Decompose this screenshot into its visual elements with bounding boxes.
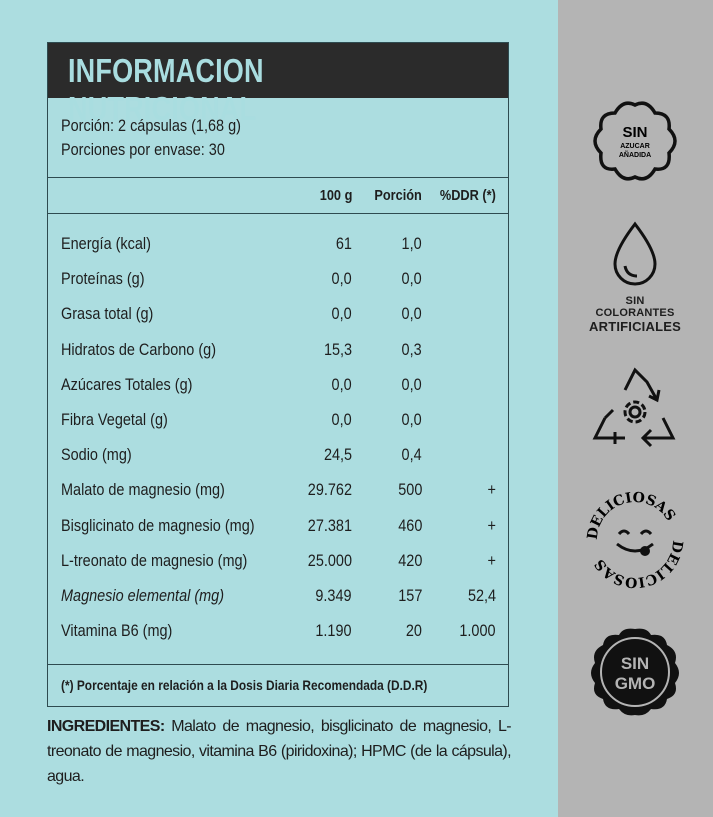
table-row: Bisglicinato de magnesio (mg) 27.381 460… bbox=[48, 510, 508, 545]
table-row: Grasa total (g) 0,0 0,0 bbox=[48, 298, 508, 333]
sin-azucar-badge: SIN AZUCAR AÑADIDA bbox=[585, 95, 685, 192]
row-name: Hidratos de Carbono (g) bbox=[61, 339, 217, 359]
row-name: Sodio (mg) bbox=[61, 445, 132, 465]
sin-colorantes-badge: SIN COLORANTES ARTIFICIALES bbox=[585, 220, 685, 334]
svg-text:DELICIOSAS: DELICIOSAS bbox=[585, 490, 678, 541]
row-100g: 61 bbox=[335, 234, 352, 253]
row-name: Magnesio elemental (mg) bbox=[61, 586, 225, 605]
table-rows: Energía (kcal) 61 1,0 Proteínas (g) 0,0 … bbox=[48, 214, 508, 667]
row-name: Vitamina B6 (mg) bbox=[61, 621, 173, 641]
row-portion: 460 bbox=[397, 515, 422, 535]
cloud-badge-icon: SIN AZUCAR AÑADIDA bbox=[593, 101, 677, 181]
row-100g: 25.000 bbox=[307, 550, 352, 570]
drop-icon bbox=[613, 221, 657, 286]
row-100g: 0,0 bbox=[331, 410, 352, 429]
col-portion: Porción bbox=[374, 187, 422, 204]
svg-text:DELICIOSAS: DELICIOSAS bbox=[592, 539, 685, 590]
table-row: Hidratos de Carbono (g) 15,3 0,3 bbox=[48, 334, 508, 369]
badge-sin: SIN bbox=[622, 124, 647, 141]
recycle-flower-icon bbox=[592, 367, 676, 448]
table-row: Energía (kcal) 61 1,0 bbox=[48, 228, 508, 263]
table-row: L-treonato de magnesio (mg) 25.000 420 + bbox=[48, 545, 508, 580]
row-name: L-treonato de magnesio (mg) bbox=[61, 550, 248, 570]
table-row: Proteínas (g) 0,0 0,0 bbox=[48, 263, 508, 298]
smiley-tongue-icon: DELICIOSAS DELICIOSAS bbox=[585, 490, 686, 591]
row-name: Proteínas (g) bbox=[61, 269, 145, 289]
seal-badge-icon: SIN GMO bbox=[591, 628, 679, 716]
table-row: Vitamina B6 (mg) 1.190 20 1.000 bbox=[48, 615, 508, 650]
row-portion: 0,4 bbox=[401, 445, 422, 465]
recycle-badge bbox=[585, 360, 685, 455]
row-100g: 27.381 bbox=[307, 515, 352, 535]
row-portion: 0,0 bbox=[401, 269, 422, 289]
row-portion: 0,0 bbox=[401, 374, 422, 394]
ingredients: INGREDIENTES: Malato de magnesio, bisgli… bbox=[47, 714, 512, 789]
col-ddr: %DDR (*) bbox=[440, 187, 496, 204]
row-name: Azúcares Totales (g) bbox=[61, 374, 193, 394]
row-100g: 0,0 bbox=[331, 374, 352, 394]
row-ddr: + bbox=[487, 550, 496, 570]
col-100g: 100 g bbox=[319, 187, 352, 204]
svg-text:AZUCAR: AZUCAR bbox=[620, 143, 650, 150]
row-100g: 15,3 bbox=[323, 339, 352, 359]
row-name: Fibra Vegetal (g) bbox=[61, 410, 168, 429]
serving-size: Porción: 2 cápsulas (1,68 g) bbox=[61, 116, 241, 135]
row-portion: 1,0 bbox=[401, 234, 422, 253]
row-ddr: 52,4 bbox=[467, 586, 496, 605]
row-ddr: + bbox=[487, 515, 496, 535]
table-row: Magnesio elemental (mg) 9.349 157 52,4 bbox=[48, 580, 508, 615]
column-headers: 100 g Porción %DDR (*) bbox=[48, 178, 508, 214]
row-100g: 0,0 bbox=[331, 269, 352, 289]
nutrition-table: INFORMACION NUTRICIONAL Porción: 2 cápsu… bbox=[47, 42, 509, 707]
deliciosas-badge: DELICIOSAS DELICIOSAS bbox=[585, 490, 686, 595]
svg-text:GMO: GMO bbox=[615, 674, 656, 693]
row-100g: 29.762 bbox=[307, 480, 352, 500]
row-portion: 0,0 bbox=[401, 410, 422, 429]
ingredients-text: Malato de magnesio, bisglicinato de magn… bbox=[47, 718, 512, 785]
row-ddr: 1.000 bbox=[459, 621, 496, 641]
svg-text:SIN: SIN bbox=[621, 654, 649, 673]
table-title: INFORMACION NUTRICIONAL bbox=[48, 43, 508, 127]
row-name: Grasa total (g) bbox=[61, 304, 154, 324]
row-portion: 157 bbox=[397, 586, 422, 605]
row-name: Energía (kcal) bbox=[61, 234, 151, 253]
row-100g: 1.190 bbox=[315, 621, 352, 641]
table-row: Sodio (mg) 24,5 0,4 bbox=[48, 439, 508, 474]
row-100g: 24,5 bbox=[323, 445, 352, 465]
row-ddr: + bbox=[487, 480, 496, 500]
row-name: Malato de magnesio (mg) bbox=[61, 480, 225, 500]
svg-text:AÑADIDA: AÑADIDA bbox=[619, 150, 651, 159]
row-portion: 420 bbox=[397, 550, 422, 570]
row-portion: 0,3 bbox=[401, 339, 422, 359]
row-portion: 0,0 bbox=[401, 304, 422, 324]
servings-per-container: Porciones por envase: 30 bbox=[61, 140, 225, 159]
row-100g: 9.349 bbox=[315, 586, 352, 605]
table-row: Fibra Vegetal (g) 0,0 0,0 bbox=[48, 404, 508, 439]
footnote: (*) Porcentaje en relación a la Dosis Di… bbox=[48, 664, 508, 706]
row-100g: 0,0 bbox=[331, 304, 352, 324]
sin-gmo-badge: SIN GMO bbox=[585, 625, 685, 724]
row-portion: 20 bbox=[405, 621, 422, 641]
serving-info: Porción: 2 cápsulas (1,68 g) Porciones p… bbox=[48, 98, 508, 178]
table-row: Azúcares Totales (g) 0,0 0,0 bbox=[48, 369, 508, 404]
ingredients-label: INGREDIENTES: bbox=[47, 718, 165, 735]
table-row: Malato de magnesio (mg) 29.762 500 + bbox=[48, 474, 508, 509]
row-portion: 500 bbox=[397, 480, 422, 500]
row-name: Bisglicinato de magnesio (mg) bbox=[61, 515, 255, 535]
